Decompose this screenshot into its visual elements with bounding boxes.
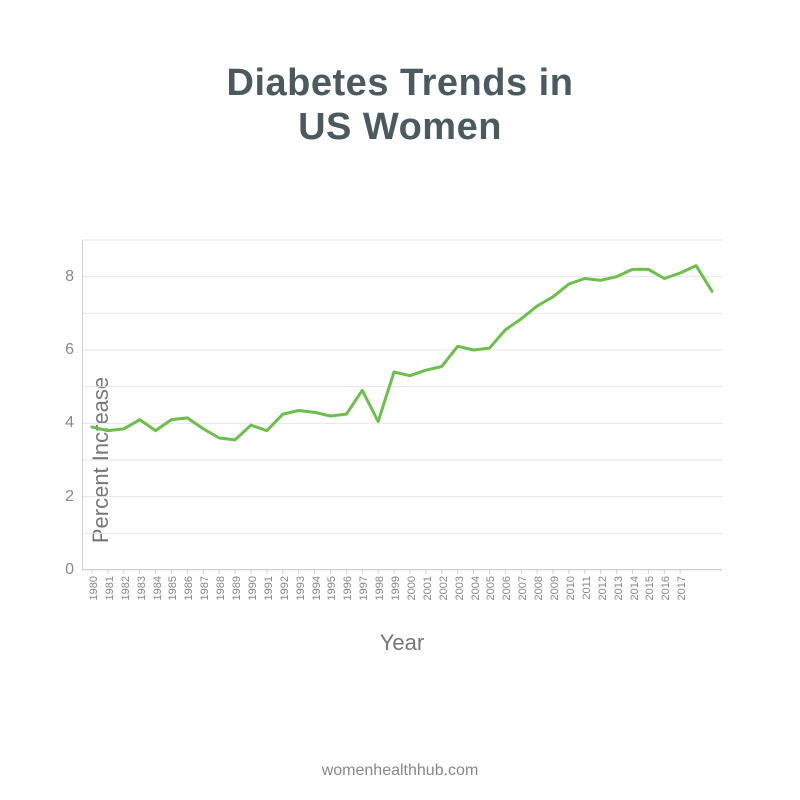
x-axis-label: Year (380, 630, 424, 752)
x-tick-label: 2016 (656, 576, 672, 600)
x-tick-label: 1997 (354, 576, 370, 600)
x-tick-label: 2012 (593, 576, 609, 600)
x-tick-label: 1984 (148, 576, 164, 600)
line-chart-svg (82, 240, 722, 570)
x-tick-label: 2010 (561, 576, 577, 600)
x-tick-label: 2003 (450, 576, 466, 600)
x-tick-label: 1991 (259, 576, 275, 600)
x-tick-label: 2005 (481, 576, 497, 600)
title-line-2: US Women (298, 106, 502, 148)
x-tick-label: 1988 (211, 576, 227, 600)
y-tick-label: 8 (65, 268, 82, 286)
chart-title: Diabetes Trends in US Women (0, 0, 800, 149)
y-tick-label: 2 (65, 488, 82, 506)
footer-credit: womenhealthhub.com (322, 762, 479, 780)
x-tick-label: 2013 (609, 576, 625, 600)
x-tick-label: 1980 (84, 576, 100, 600)
x-tick-label: 1998 (370, 576, 386, 600)
x-tick-label: 1981 (100, 576, 116, 600)
x-tick-label: 2017 (672, 576, 688, 600)
x-tick-label: 2007 (513, 576, 529, 600)
y-tick-label: 4 (65, 414, 82, 432)
y-tick-label: 0 (65, 561, 82, 579)
x-tick-label: 1989 (227, 576, 243, 600)
x-tick-label: 2001 (418, 576, 434, 600)
x-tick-label: 1999 (386, 576, 402, 600)
chart-area: Percent Increase Year 024681980198119821… (82, 240, 722, 680)
x-tick-label: 1986 (179, 576, 195, 600)
x-tick-label: 1995 (322, 576, 338, 600)
title-line-1: Diabetes Trends in (227, 62, 574, 104)
x-tick-label: 2002 (434, 576, 450, 600)
y-tick-label: 6 (65, 341, 82, 359)
x-tick-label: 1990 (243, 576, 259, 600)
x-tick-label: 1993 (291, 576, 307, 600)
x-tick-label: 2015 (640, 576, 656, 600)
x-tick-label: 1982 (116, 576, 132, 600)
x-tick-label: 1983 (132, 576, 148, 600)
x-tick-label: 1987 (195, 576, 211, 600)
x-tick-label: 2009 (545, 576, 561, 600)
x-tick-label: 1985 (163, 576, 179, 600)
x-tick-label: 2008 (529, 576, 545, 600)
x-tick-label: 1996 (338, 576, 354, 600)
x-tick-label: 1994 (307, 576, 323, 600)
x-tick-label: 1992 (275, 576, 291, 600)
x-tick-label: 2011 (577, 576, 593, 600)
x-tick-label: 2000 (402, 576, 418, 600)
x-tick-label: 2006 (497, 576, 513, 600)
x-tick-label: 2014 (625, 576, 641, 600)
x-tick-label: 2004 (466, 576, 482, 600)
